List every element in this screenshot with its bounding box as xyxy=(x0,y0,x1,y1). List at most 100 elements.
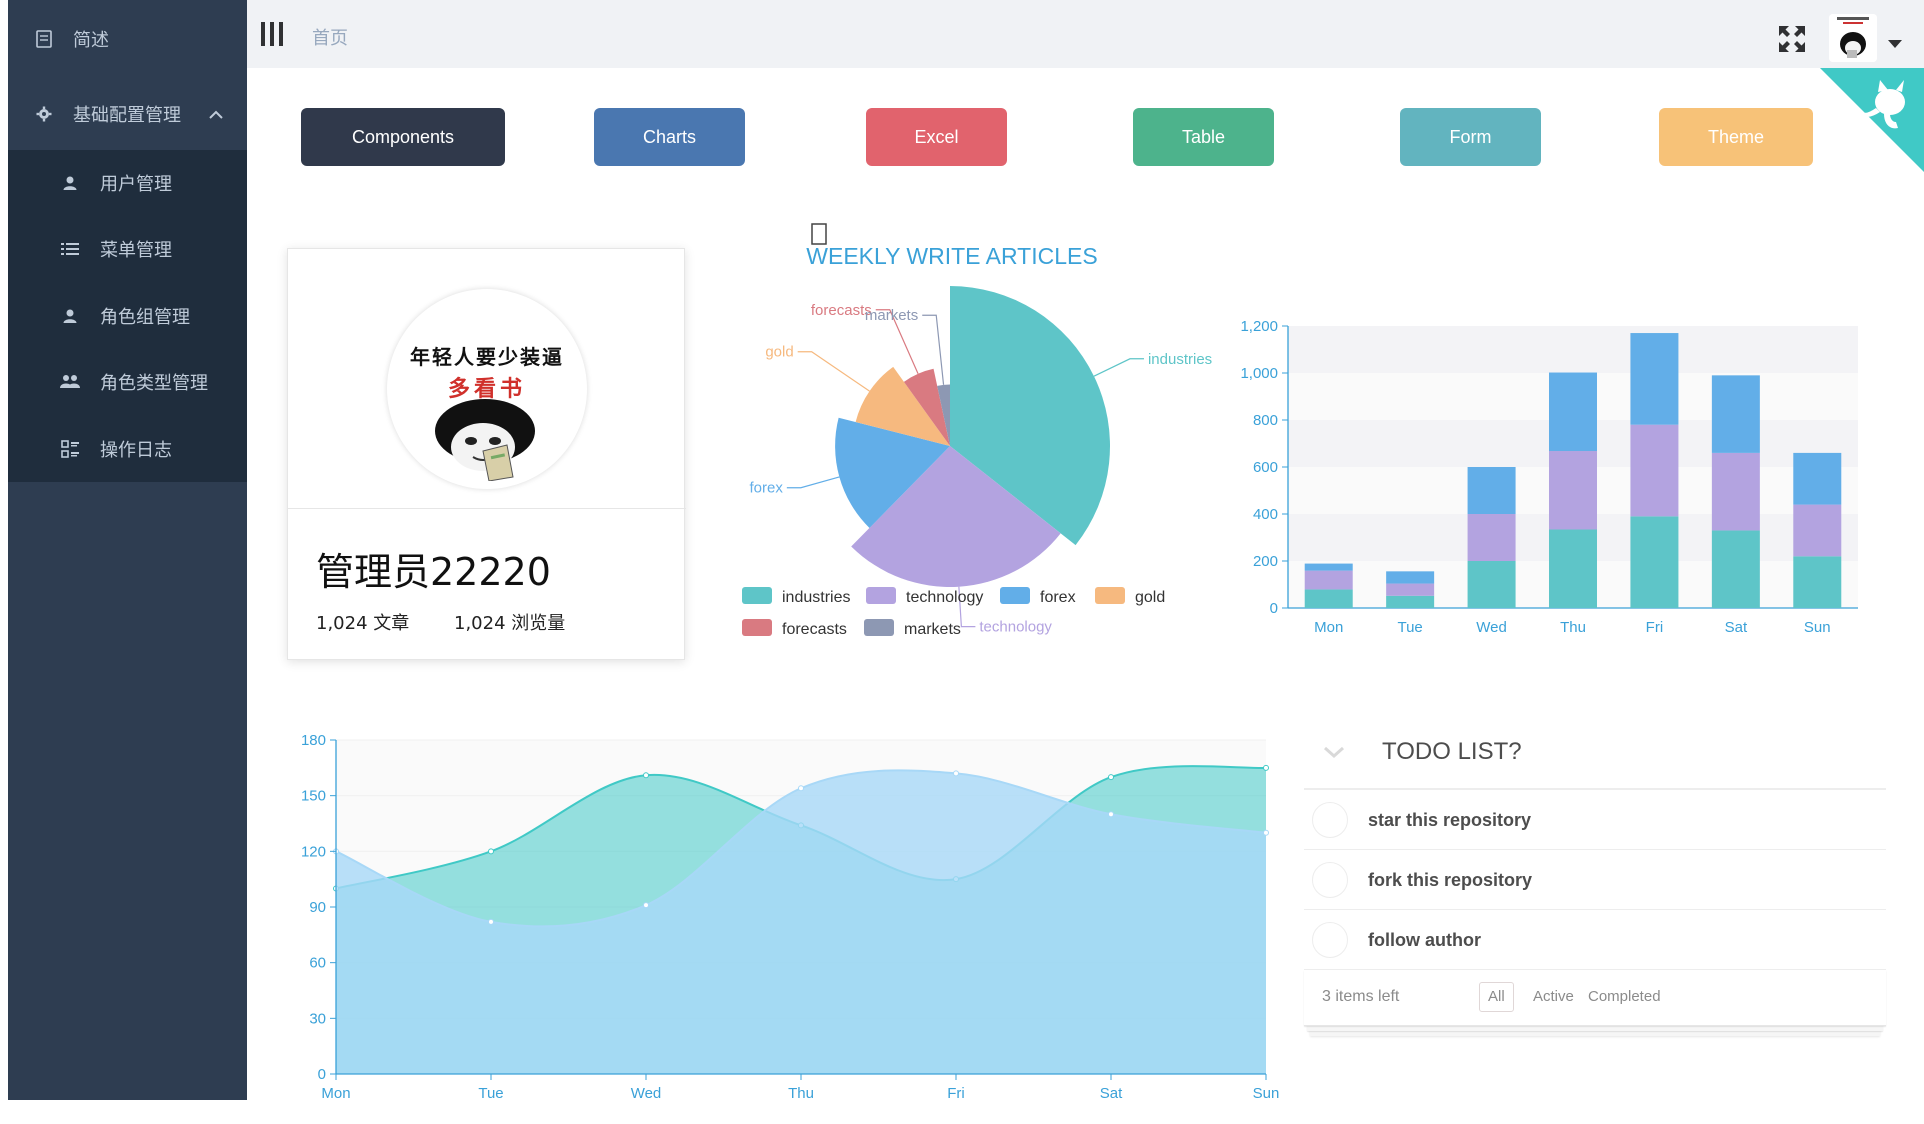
y-tick-label: 30 xyxy=(309,1010,326,1027)
todo-item-label[interactable]: follow author xyxy=(1368,930,1481,950)
data-point[interactable] xyxy=(1108,774,1114,781)
breadcrumb[interactable]: 首页 xyxy=(312,28,348,49)
filter-completed[interactable]: Completed xyxy=(1588,988,1661,1005)
data-point[interactable] xyxy=(643,902,649,909)
todo-checkbox[interactable] xyxy=(1312,802,1348,838)
legend-label[interactable]: markets xyxy=(904,621,961,638)
sidebar-item-role-type[interactable]: 角色类型管理 xyxy=(8,349,247,415)
sidebar-item-label: 用户管理 xyxy=(100,174,172,195)
data-point[interactable] xyxy=(798,785,804,792)
todo-checkbox[interactable] xyxy=(1312,862,1348,898)
bar-segment[interactable] xyxy=(1467,467,1516,514)
data-point[interactable] xyxy=(953,770,959,777)
sidebar-item-basic-config[interactable]: 基础配置管理 xyxy=(8,78,247,150)
form-button[interactable]: Form xyxy=(1400,108,1541,166)
sidebar-item-menu-management[interactable]: 菜单管理 xyxy=(8,216,247,282)
pie-leader-line xyxy=(786,476,840,489)
fullscreen-icon[interactable] xyxy=(1777,24,1807,54)
hamburger-icon[interactable] xyxy=(261,22,283,46)
sidebar-item-role-group[interactable]: 角色组管理 xyxy=(8,283,247,349)
pie-slice[interactable] xyxy=(903,368,950,446)
avatar-caption-highlight: 多看书 xyxy=(447,377,526,402)
bar-segment[interactable] xyxy=(1386,571,1435,584)
bar-segment[interactable] xyxy=(1793,556,1842,608)
bar-segment[interactable] xyxy=(1386,595,1435,608)
chevron-down-icon[interactable] xyxy=(1888,40,1902,48)
bar-segment[interactable] xyxy=(1549,372,1597,452)
bar-segment[interactable] xyxy=(1467,561,1516,608)
theme-button[interactable]: Theme xyxy=(1659,108,1813,166)
area-fill xyxy=(336,770,1266,1074)
pie-slice-label: gold xyxy=(765,344,793,361)
x-tick-label: Mon xyxy=(321,1085,350,1102)
pie-slice[interactable] xyxy=(835,417,950,528)
bar-segment[interactable] xyxy=(1549,529,1597,608)
bar-segment[interactable] xyxy=(1793,452,1842,505)
todo-footer: 3 items left All Active Completed xyxy=(1304,970,1886,1026)
legend-label[interactable]: technology xyxy=(906,589,983,606)
view-count: 1,024 浏览量 xyxy=(454,613,566,634)
bar-segment[interactable] xyxy=(1630,333,1679,425)
bar-segment[interactable] xyxy=(1467,514,1516,561)
y-tick-label: 1,200 xyxy=(1240,318,1278,335)
legend-label[interactable]: forecasts xyxy=(782,621,847,638)
bar-segment[interactable] xyxy=(1711,452,1760,531)
bar-segment[interactable] xyxy=(1386,583,1435,596)
sidebar-item-overview[interactable]: 简述 xyxy=(8,3,247,75)
data-point[interactable] xyxy=(1108,811,1114,818)
toggle-all-icon[interactable] xyxy=(1322,740,1346,764)
todo-count: 3 items left xyxy=(1322,988,1400,1005)
y-tick-label: 400 xyxy=(1253,506,1278,523)
legend-swatch xyxy=(1095,587,1125,604)
profile-avatar: 年轻人要少装逼 多看书 xyxy=(387,289,587,489)
x-tick-label: Fri xyxy=(947,1085,965,1102)
excel-button[interactable]: Excel xyxy=(866,108,1007,166)
pie-chart-title: WEEKLY WRITE ARTICLES xyxy=(806,243,1097,269)
bar-segment[interactable] xyxy=(1304,589,1353,608)
bar-segment[interactable] xyxy=(1711,530,1760,608)
bar-segment[interactable] xyxy=(1304,563,1353,571)
legend-label[interactable]: gold xyxy=(1135,589,1165,606)
x-tick-label: Wed xyxy=(1476,619,1507,636)
pie-slice[interactable] xyxy=(950,286,1110,546)
legend-label[interactable]: industries xyxy=(782,589,850,606)
data-point[interactable] xyxy=(643,772,649,779)
sidebar-item-operation-log[interactable]: 操作日志 xyxy=(8,416,247,482)
y-tick-label: 1,000 xyxy=(1240,365,1278,382)
user-avatar[interactable] xyxy=(1829,14,1877,62)
bar-segment[interactable] xyxy=(1549,451,1597,530)
sidebar-item-label: 角色组管理 xyxy=(100,307,190,328)
filter-all[interactable]: All xyxy=(1479,982,1514,1012)
bar-segment[interactable] xyxy=(1630,424,1679,517)
todo-checkbox[interactable] xyxy=(1312,922,1348,958)
pie-slice-label: markets xyxy=(865,307,918,324)
components-button[interactable]: Components xyxy=(301,108,505,166)
sidebar-item-label: 角色类型管理 xyxy=(100,373,208,394)
data-point[interactable] xyxy=(488,848,494,855)
bar-segment[interactable] xyxy=(1630,516,1679,608)
charts-button[interactable]: Charts xyxy=(594,108,745,166)
data-point[interactable] xyxy=(1263,764,1269,771)
bar-segment[interactable] xyxy=(1304,570,1353,590)
data-point[interactable] xyxy=(488,918,494,925)
pie-slice[interactable] xyxy=(937,384,950,446)
pie-leader-line xyxy=(1093,358,1144,377)
bar-segment[interactable] xyxy=(1793,504,1842,557)
bar-segment[interactable] xyxy=(1711,375,1760,453)
table-button[interactable]: Table xyxy=(1133,108,1274,166)
document-icon xyxy=(34,29,54,49)
x-tick-label: Thu xyxy=(788,1085,814,1102)
pie-slice-label: industries xyxy=(1148,351,1212,368)
sidebar-item-user-management[interactable]: 用户管理 xyxy=(8,150,247,216)
todo-item-label[interactable]: star this repository xyxy=(1368,810,1532,830)
todo-header: TODO LIST? xyxy=(1304,722,1886,790)
y-tick-label: 150 xyxy=(301,788,326,805)
filter-active[interactable]: Active xyxy=(1533,988,1574,1005)
todo-item-label[interactable]: fork this repository xyxy=(1368,870,1533,890)
data-point[interactable] xyxy=(1263,829,1269,836)
github-corner-icon[interactable] xyxy=(1820,68,1924,172)
pie-slice[interactable] xyxy=(851,446,1061,587)
pie-slice[interactable] xyxy=(855,366,950,446)
legend-label[interactable]: forex xyxy=(1040,589,1076,606)
todo-title: TODO LIST? xyxy=(1382,738,1522,765)
